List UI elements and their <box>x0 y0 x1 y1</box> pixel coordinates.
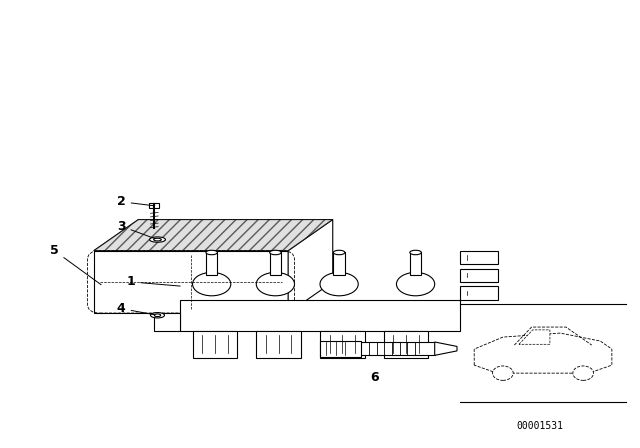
Text: 4: 4 <box>117 302 155 315</box>
Bar <box>358 342 435 355</box>
Bar <box>154 313 180 331</box>
Bar <box>460 251 499 264</box>
Polygon shape <box>288 220 333 313</box>
Ellipse shape <box>193 272 231 296</box>
Bar <box>460 268 499 282</box>
Bar <box>384 331 428 358</box>
Ellipse shape <box>206 250 218 255</box>
Polygon shape <box>474 333 612 373</box>
Polygon shape <box>519 330 550 345</box>
Polygon shape <box>94 220 333 251</box>
Text: 6: 6 <box>370 371 378 384</box>
Ellipse shape <box>333 250 345 255</box>
Polygon shape <box>94 220 333 251</box>
Circle shape <box>493 366 513 380</box>
Text: 5: 5 <box>50 244 101 284</box>
Ellipse shape <box>320 272 358 296</box>
Bar <box>320 340 362 357</box>
Polygon shape <box>435 342 457 355</box>
Ellipse shape <box>396 272 435 296</box>
Bar <box>333 253 345 275</box>
Ellipse shape <box>256 272 294 296</box>
Bar <box>269 253 281 275</box>
Text: 00001531: 00001531 <box>516 421 563 431</box>
Ellipse shape <box>410 250 421 255</box>
Ellipse shape <box>269 250 281 255</box>
Bar <box>206 253 218 275</box>
Text: 1: 1 <box>127 276 180 289</box>
Bar <box>193 331 237 358</box>
Ellipse shape <box>150 237 166 242</box>
Ellipse shape <box>150 313 164 318</box>
Ellipse shape <box>154 314 161 317</box>
Bar <box>460 286 499 300</box>
Bar <box>180 300 460 331</box>
Bar <box>410 253 421 275</box>
Text: 2: 2 <box>117 195 155 208</box>
Text: 3: 3 <box>117 220 155 239</box>
Polygon shape <box>94 251 288 313</box>
Ellipse shape <box>154 238 161 241</box>
Bar <box>149 203 159 208</box>
Bar <box>320 331 365 358</box>
Circle shape <box>573 366 593 380</box>
Bar <box>256 331 301 358</box>
